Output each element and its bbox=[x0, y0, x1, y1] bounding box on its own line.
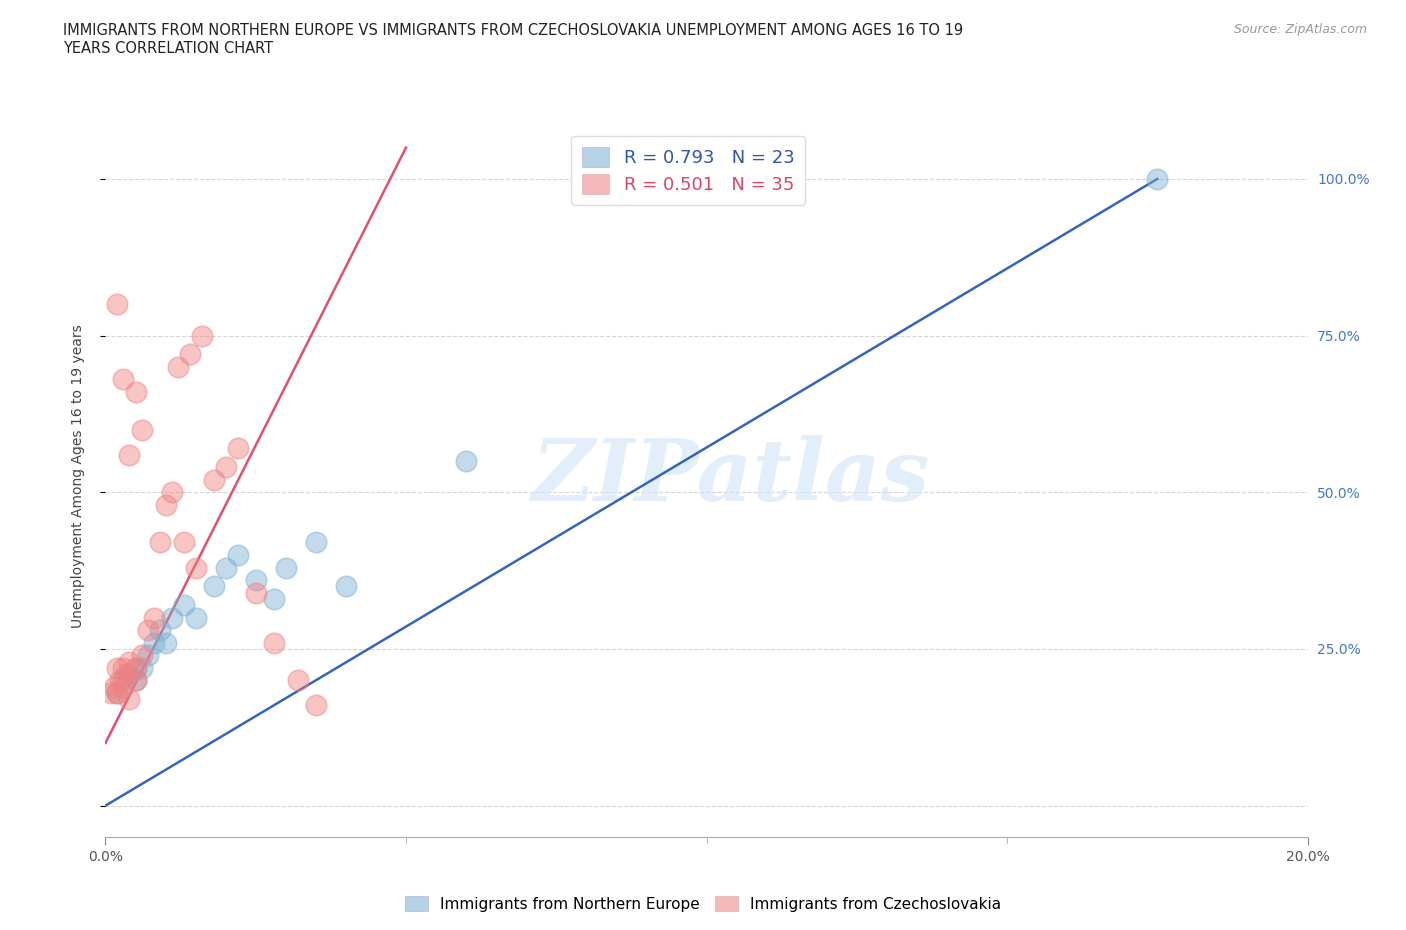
Y-axis label: Unemployment Among Ages 16 to 19 years: Unemployment Among Ages 16 to 19 years bbox=[70, 325, 84, 629]
Point bbox=[136, 648, 159, 663]
Point bbox=[155, 498, 177, 512]
Point bbox=[202, 472, 225, 487]
Point bbox=[112, 660, 135, 675]
Point bbox=[166, 360, 188, 375]
Point bbox=[214, 459, 236, 474]
Point bbox=[124, 673, 146, 688]
Point bbox=[118, 654, 141, 669]
Point bbox=[202, 578, 225, 593]
Point bbox=[160, 610, 183, 625]
Point bbox=[179, 347, 201, 362]
Point bbox=[160, 485, 183, 499]
Point bbox=[115, 667, 138, 682]
Point bbox=[173, 598, 195, 613]
Point bbox=[100, 685, 122, 700]
Point bbox=[112, 372, 135, 387]
Point bbox=[136, 623, 159, 638]
Point bbox=[103, 679, 125, 694]
Point bbox=[226, 441, 249, 456]
Point bbox=[287, 673, 309, 688]
Point bbox=[124, 385, 146, 400]
Text: Source: ZipAtlas.com: Source: ZipAtlas.com bbox=[1233, 23, 1367, 36]
Point bbox=[107, 660, 129, 675]
Point bbox=[124, 660, 146, 675]
Point bbox=[148, 623, 170, 638]
Text: ZIPatlas: ZIPatlas bbox=[531, 435, 929, 518]
Point bbox=[142, 610, 165, 625]
Point bbox=[305, 698, 328, 712]
Text: IMMIGRANTS FROM NORTHERN EUROPE VS IMMIGRANTS FROM CZECHOSLOVAKIA UNEMPLOYMENT A: IMMIGRANTS FROM NORTHERN EUROPE VS IMMIG… bbox=[63, 23, 963, 56]
Point bbox=[335, 578, 357, 593]
Point bbox=[124, 673, 146, 688]
Legend: R = 0.793   N = 23, R = 0.501   N = 35: R = 0.793 N = 23, R = 0.501 N = 35 bbox=[571, 136, 806, 205]
Point bbox=[184, 560, 207, 575]
Point bbox=[112, 679, 135, 694]
Point bbox=[274, 560, 297, 575]
Point bbox=[173, 535, 195, 550]
Point bbox=[124, 660, 146, 675]
Point bbox=[305, 535, 328, 550]
Point bbox=[131, 422, 153, 437]
Point bbox=[214, 560, 236, 575]
Point bbox=[1146, 171, 1168, 186]
Point bbox=[456, 454, 478, 469]
Point bbox=[245, 585, 267, 600]
Point bbox=[110, 673, 132, 688]
Point bbox=[131, 660, 153, 675]
Point bbox=[118, 667, 141, 682]
Point bbox=[263, 635, 285, 650]
Point bbox=[118, 692, 141, 707]
Point bbox=[226, 548, 249, 563]
Point bbox=[112, 673, 135, 688]
Point bbox=[190, 328, 212, 343]
Point bbox=[107, 297, 129, 312]
Point bbox=[107, 685, 129, 700]
Point bbox=[263, 591, 285, 606]
Point bbox=[148, 535, 170, 550]
Legend: Immigrants from Northern Europe, Immigrants from Czechoslovakia: Immigrants from Northern Europe, Immigra… bbox=[399, 889, 1007, 918]
Point bbox=[118, 447, 141, 462]
Point bbox=[245, 573, 267, 588]
Point bbox=[131, 648, 153, 663]
Point bbox=[107, 685, 129, 700]
Point bbox=[155, 635, 177, 650]
Point bbox=[184, 610, 207, 625]
Point bbox=[142, 635, 165, 650]
